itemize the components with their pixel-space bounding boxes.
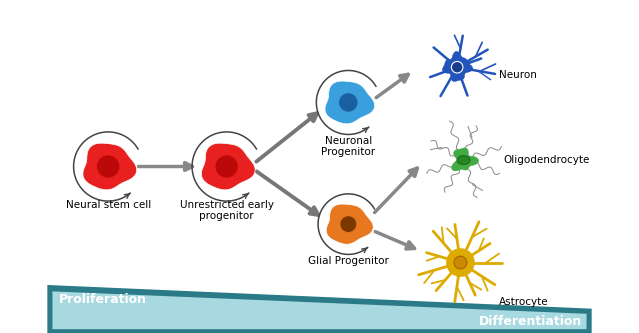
Text: Differentiation: Differentiation xyxy=(479,315,582,328)
Text: Glial Progenitor: Glial Progenitor xyxy=(308,256,389,266)
Polygon shape xyxy=(327,204,373,244)
Circle shape xyxy=(454,256,466,269)
Polygon shape xyxy=(83,143,137,190)
Text: Neuronal
Progenitor: Neuronal Progenitor xyxy=(321,136,375,158)
Circle shape xyxy=(451,62,463,73)
Polygon shape xyxy=(452,148,479,171)
Text: Unrestricted early
progenitor: Unrestricted early progenitor xyxy=(180,200,273,221)
Polygon shape xyxy=(442,51,473,82)
Circle shape xyxy=(340,216,357,232)
Circle shape xyxy=(215,155,238,178)
Circle shape xyxy=(446,248,475,277)
Text: Neural stem cell: Neural stem cell xyxy=(66,200,151,210)
Text: Neuron: Neuron xyxy=(499,70,537,80)
Polygon shape xyxy=(47,285,592,333)
Text: Astrocyte: Astrocyte xyxy=(499,297,548,307)
Text: Proliferation: Proliferation xyxy=(59,293,147,306)
Circle shape xyxy=(339,93,358,112)
Polygon shape xyxy=(325,81,374,124)
Circle shape xyxy=(96,155,119,178)
Polygon shape xyxy=(201,143,255,190)
Ellipse shape xyxy=(457,156,470,165)
Polygon shape xyxy=(52,291,587,329)
Text: Oligodendrocyte: Oligodendrocyte xyxy=(504,155,590,165)
